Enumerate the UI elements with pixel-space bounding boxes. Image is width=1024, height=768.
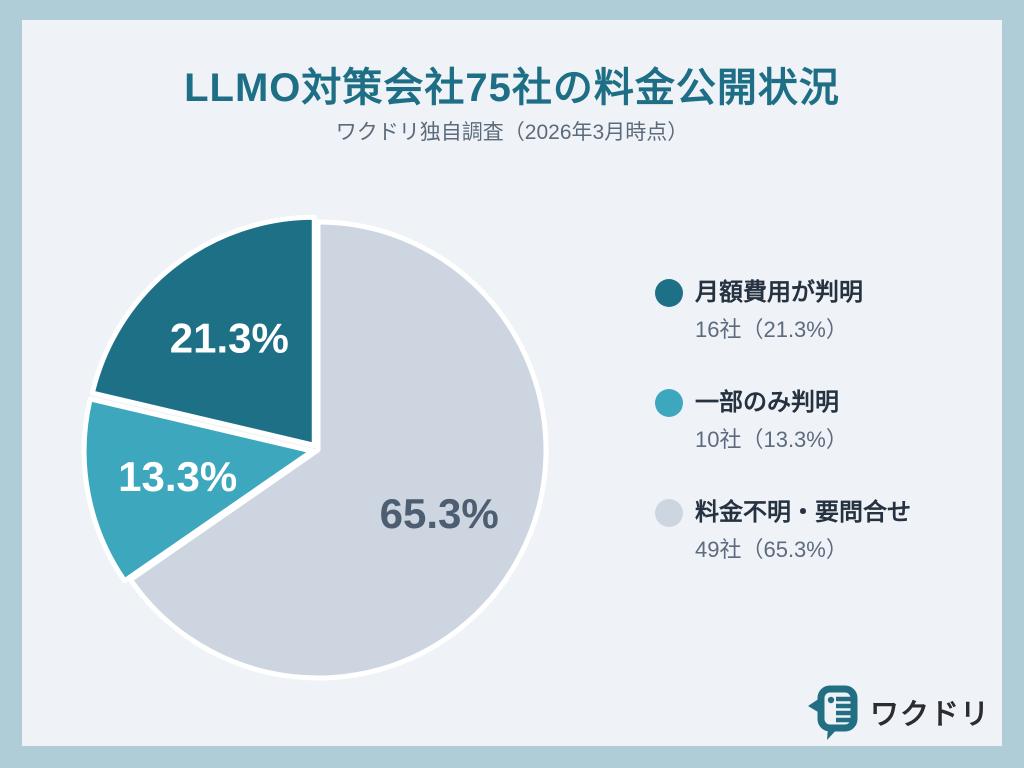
pie-slice-label-1: 13.3% (118, 453, 237, 500)
legend-dot-icon (655, 499, 683, 527)
pie-chart: 65.3% 13.3% 21.3% (81, 214, 549, 681)
pie-slice-label-0: 65.3% (380, 490, 499, 537)
legend-dot-icon (655, 389, 683, 417)
legend-label: 一部のみ判明 (695, 389, 839, 416)
page-subtitle: ワクドリ独自調査（2026年3月時点） (335, 121, 689, 144)
pie-slice-0 (128, 219, 549, 681)
legend-item-unknown-pricing: 料金不明・要問合せ 49社（65.3%） (655, 498, 985, 564)
logo-text: ワクドリ (869, 699, 990, 731)
pie-chart-container: 65.3% 13.3% 21.3% (58, 190, 578, 710)
pie-slice-label-2: 21.3% (170, 315, 289, 362)
infographic-card: LLMO対策会社75社の料金公開状況 ワクドリ独自調査（2026年3月時点） 6… (22, 20, 1002, 746)
legend-detail: 16社（21.3%） (695, 317, 848, 342)
legend-label: 月額費用が判明 (695, 279, 863, 306)
chart-legend: 月額費用が判明 16社（21.3%） 一部のみ判明 10社（13.3%） 料金不… (655, 278, 985, 608)
legend-item-partially-known: 一部のみ判明 10社（13.3%） (655, 388, 985, 454)
legend-detail: 10社（13.3%） (695, 427, 848, 452)
pie-slice-2 (89, 214, 317, 448)
bird-speech-bubble-icon (806, 684, 858, 740)
wakudori-logo: ワクドリ (806, 684, 990, 740)
legend-item-monthly-known: 月額費用が判明 16社（21.3%） (655, 278, 985, 344)
page-title: LLMO対策会社75社の料金公開状況 (184, 66, 840, 110)
legend-dot-icon (655, 279, 683, 307)
legend-detail: 49社（65.3%） (695, 537, 848, 562)
legend-label: 料金不明・要問合せ (695, 499, 911, 526)
pie-slice-1 (81, 396, 315, 584)
